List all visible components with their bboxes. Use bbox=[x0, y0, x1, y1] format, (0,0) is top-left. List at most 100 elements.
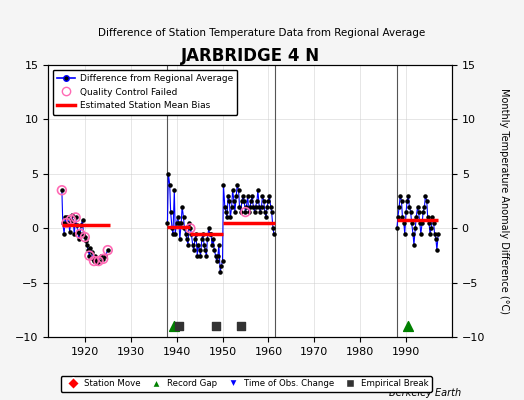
Point bbox=[76, 231, 84, 237]
Point bbox=[422, 198, 431, 204]
Point bbox=[101, 252, 110, 259]
Text: Berkeley Earth: Berkeley Earth bbox=[389, 388, 461, 398]
Point bbox=[78, 216, 86, 223]
Point bbox=[230, 198, 238, 204]
Point bbox=[167, 209, 175, 215]
Point bbox=[173, 214, 182, 221]
Point bbox=[166, 182, 174, 188]
Point bbox=[430, 220, 438, 226]
Point bbox=[177, 220, 185, 226]
Point bbox=[91, 252, 99, 259]
Point bbox=[62, 220, 71, 226]
Point bbox=[412, 214, 420, 221]
Point bbox=[99, 256, 107, 262]
Point bbox=[409, 231, 417, 237]
Point bbox=[64, 220, 73, 226]
Point bbox=[182, 236, 191, 242]
Point bbox=[94, 258, 103, 264]
Point bbox=[198, 236, 206, 242]
Point bbox=[104, 247, 112, 253]
Point bbox=[240, 198, 248, 204]
Point bbox=[239, 192, 247, 199]
Point bbox=[262, 214, 270, 221]
Point bbox=[79, 231, 88, 237]
Point bbox=[196, 252, 205, 259]
Point bbox=[227, 203, 236, 210]
Point bbox=[88, 249, 96, 256]
Point bbox=[259, 198, 268, 204]
Point bbox=[405, 203, 413, 210]
Point bbox=[194, 242, 202, 248]
Point bbox=[407, 209, 415, 215]
Point bbox=[408, 220, 416, 226]
Point bbox=[241, 209, 249, 215]
Point bbox=[164, 171, 172, 177]
Point bbox=[85, 252, 94, 259]
Point bbox=[224, 192, 232, 199]
Point bbox=[170, 187, 179, 194]
Point bbox=[192, 231, 200, 237]
Point bbox=[249, 203, 257, 210]
Title: JARBRIDGE 4 N: JARBRIDGE 4 N bbox=[180, 47, 320, 65]
Point bbox=[219, 258, 227, 264]
Point bbox=[421, 192, 430, 199]
Point bbox=[269, 225, 277, 232]
Point bbox=[74, 228, 82, 235]
Point bbox=[59, 220, 67, 226]
Point bbox=[260, 209, 269, 215]
Point bbox=[214, 252, 222, 259]
Point bbox=[62, 220, 71, 226]
Point bbox=[237, 198, 246, 204]
Point bbox=[92, 256, 101, 262]
Point bbox=[90, 258, 98, 264]
Point bbox=[201, 247, 209, 253]
Point bbox=[174, 220, 183, 226]
Point bbox=[83, 242, 91, 248]
Point bbox=[61, 214, 69, 221]
Point bbox=[93, 260, 102, 266]
Point bbox=[423, 214, 432, 221]
Point bbox=[228, 187, 237, 194]
Point bbox=[205, 231, 214, 237]
Text: Difference of Station Temperature Data from Regional Average: Difference of Station Temperature Data f… bbox=[99, 28, 425, 38]
Point bbox=[180, 225, 189, 232]
Point bbox=[94, 258, 103, 264]
Point bbox=[252, 203, 260, 210]
Point bbox=[216, 269, 224, 275]
Point bbox=[396, 192, 405, 199]
Point bbox=[411, 225, 420, 232]
Point bbox=[244, 192, 252, 199]
Point bbox=[202, 252, 211, 259]
Point bbox=[136, 100, 144, 106]
Point bbox=[404, 323, 412, 330]
Point bbox=[397, 198, 406, 204]
Point bbox=[60, 231, 68, 237]
Point bbox=[193, 252, 201, 259]
Point bbox=[184, 242, 192, 248]
Point bbox=[430, 231, 439, 237]
Point bbox=[81, 234, 89, 240]
Point bbox=[209, 236, 217, 242]
Point bbox=[428, 214, 436, 221]
Point bbox=[231, 209, 239, 215]
Point bbox=[217, 263, 225, 270]
Point bbox=[58, 187, 66, 194]
Point bbox=[234, 187, 243, 194]
Point bbox=[72, 222, 81, 228]
Point bbox=[86, 245, 94, 251]
Point bbox=[400, 220, 408, 226]
Point bbox=[245, 209, 253, 215]
Point bbox=[210, 247, 219, 253]
Point bbox=[393, 225, 401, 232]
Point bbox=[179, 214, 188, 221]
Point bbox=[267, 203, 275, 210]
Point bbox=[215, 242, 223, 248]
Point bbox=[247, 198, 255, 204]
Point bbox=[204, 225, 213, 232]
Point bbox=[66, 228, 74, 235]
Point bbox=[168, 225, 176, 232]
Point bbox=[186, 225, 194, 232]
Point bbox=[257, 203, 266, 210]
Point bbox=[172, 220, 181, 226]
Point bbox=[264, 198, 272, 204]
